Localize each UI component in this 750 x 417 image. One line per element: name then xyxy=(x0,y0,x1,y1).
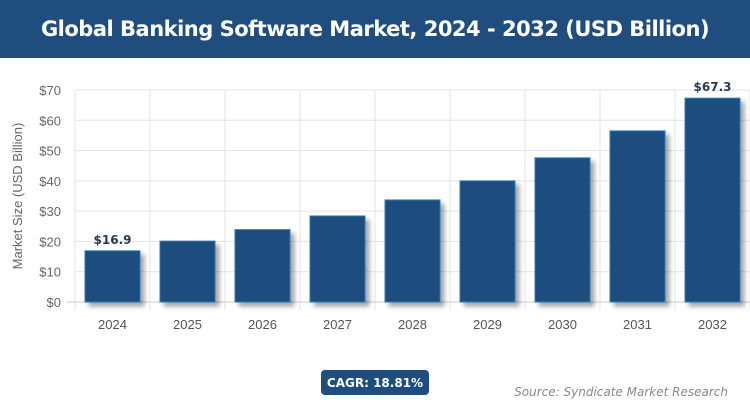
x-tick-label: 2025 xyxy=(173,317,202,332)
x-tick-label: 2024 xyxy=(98,317,127,332)
bar xyxy=(84,250,141,303)
bar xyxy=(309,215,366,303)
y-tick-label: $10 xyxy=(39,265,61,280)
x-tick-label: 2032 xyxy=(698,317,727,332)
cagr-badge: CAGR: 18.81% xyxy=(321,370,429,395)
y-tick-label: $60 xyxy=(39,113,61,128)
bar xyxy=(534,157,591,303)
bar xyxy=(684,97,741,303)
data-label: $16.9 xyxy=(94,233,132,247)
y-tick-label: $0 xyxy=(47,295,61,310)
data-label: $67.3 xyxy=(694,80,732,94)
bar xyxy=(159,240,216,303)
y-tick-label: $30 xyxy=(39,204,61,219)
x-tick-label: 2030 xyxy=(548,317,577,332)
bar xyxy=(459,180,516,303)
x-tick-label: 2029 xyxy=(473,317,502,332)
x-tick-label: 2028 xyxy=(398,317,427,332)
bar xyxy=(609,130,666,303)
source-note: Source: Syndicate Market Research xyxy=(514,385,728,399)
bar xyxy=(234,229,291,303)
y-axis-title: Market Size (USD Billion) xyxy=(10,123,25,270)
y-tick-label: $50 xyxy=(39,144,61,159)
x-tick-label: 2031 xyxy=(623,317,652,332)
y-tick-label: $20 xyxy=(39,234,61,249)
bar xyxy=(384,199,441,303)
chart-title: Global Banking Software Market, 2024 - 2… xyxy=(40,17,710,41)
x-tick-label: 2027 xyxy=(323,317,352,332)
x-tick-label: 2026 xyxy=(248,317,277,332)
title-bar: Global Banking Software Market, 2024 - 2… xyxy=(0,0,750,58)
y-tick-label: $40 xyxy=(39,174,61,189)
bar-chart: $0 $10 $20 $30 $40 $50 $60 $70 2024 $16.9 2025 2026… xyxy=(10,80,750,332)
y-tick-label: $70 xyxy=(39,83,61,98)
